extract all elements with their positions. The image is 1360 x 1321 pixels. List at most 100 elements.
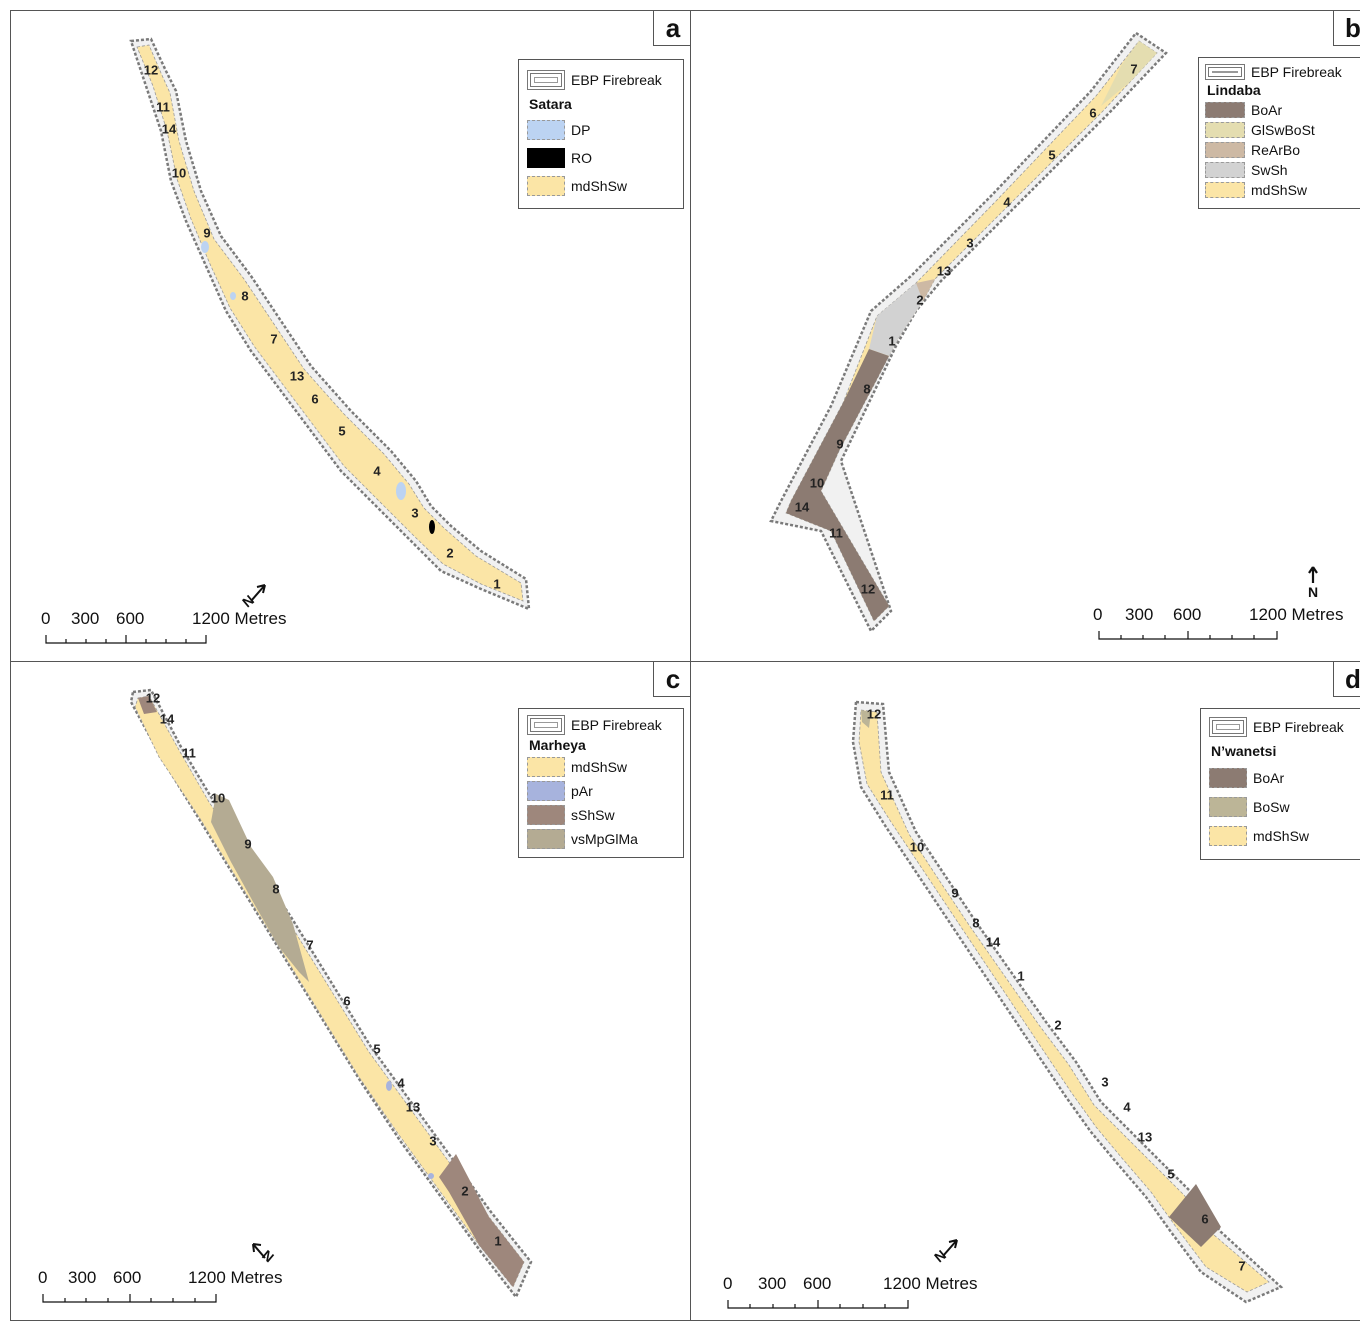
scale-tick-label: 1200 Metres xyxy=(883,1274,978,1293)
legend: EBP Firebreak Marheya mdShSw pAr sShSw vsMp… xyxy=(518,708,684,858)
boar-area xyxy=(786,349,889,621)
firebreak-swatch xyxy=(1209,717,1247,737)
segment-number: 4 xyxy=(1003,194,1011,209)
scale-tick-label: 300 xyxy=(68,1268,97,1287)
legend-firebreak-label: EBP Firebreak xyxy=(571,717,662,733)
segment-number: 9 xyxy=(203,225,210,240)
segment-number: 8 xyxy=(241,288,248,303)
panel-label: a xyxy=(653,11,690,46)
glswbost-area xyxy=(1101,41,1157,106)
legend-item-ro: RO xyxy=(527,144,675,172)
segment-number: 1 xyxy=(888,333,895,348)
segment-number: 9 xyxy=(951,885,958,900)
scale-tick-label: 0 xyxy=(723,1274,733,1293)
segment-number: 3 xyxy=(966,235,973,250)
dp-patch xyxy=(230,292,236,300)
scale-ruler xyxy=(42,1294,217,1303)
segment-number: 13 xyxy=(290,368,304,383)
segment-number: 6 xyxy=(1089,105,1096,120)
segment-number: 7 xyxy=(1238,1258,1245,1273)
legend-items: BoAr BoSw mdShSw xyxy=(1209,763,1360,850)
scale-tick-label: 300 xyxy=(758,1274,787,1293)
segment-number: 11 xyxy=(156,99,170,114)
scale-tick-label: 300 xyxy=(1125,605,1154,624)
segment-number: 3 xyxy=(429,1133,436,1148)
legend-firebreak-label: EBP Firebreak xyxy=(571,72,662,88)
segment-number: 7 xyxy=(270,331,277,346)
legend-items: DP RO mdShSw xyxy=(527,116,675,200)
segment-number: 7 xyxy=(306,937,313,952)
legend-item-label: pAr xyxy=(571,783,593,799)
segment-number: 12 xyxy=(146,690,160,705)
legend-item-dp: DP xyxy=(527,116,675,144)
segment-number: 3 xyxy=(1101,1074,1108,1089)
scale-ruler xyxy=(45,635,207,644)
firebreak-outline xyxy=(129,37,531,611)
firebreak-outline xyxy=(851,700,1284,1304)
legend-item-swsh: SwSh xyxy=(1205,160,1360,180)
north-arrow: N xyxy=(239,579,273,612)
segment-number: 5 xyxy=(373,1041,380,1056)
legend-swatch xyxy=(1209,767,1247,788)
north-arrow-icon xyxy=(250,584,266,602)
firebreak-swatch xyxy=(1205,64,1245,80)
segment-number: 8 xyxy=(972,915,979,930)
segment-number: 2 xyxy=(446,545,453,560)
legend-swatch xyxy=(527,148,565,168)
legend-item-boar: BoAr xyxy=(1209,763,1360,792)
scale-tick-label: 0 xyxy=(1093,605,1103,624)
legend-item-label: mdShSw xyxy=(1253,827,1310,844)
north-arrow-icon xyxy=(252,1243,266,1259)
legend-item-mdshsw: mdShSw xyxy=(1209,821,1360,850)
segment-number: 13 xyxy=(406,1099,420,1114)
swsh-area xyxy=(869,283,923,356)
north-arrow-icon xyxy=(942,1239,958,1257)
legend-item-rearbo: ReArBo xyxy=(1205,140,1360,160)
legend-item-label: GlSwBoSt xyxy=(1251,122,1315,138)
segment-number: 14 xyxy=(986,934,1001,949)
segment-number: 10 xyxy=(172,165,186,180)
map-panel-a: 12 11 14 10 9 8 7 13 6 5 4 3 2 1 EBP Firebreak Satara… xyxy=(10,10,691,662)
map-panel-b: 7 6 5 4 3 13 2 1 8 9 10 14 11 12 EBP Firebreak Lindab… xyxy=(690,10,1360,662)
segment-labels: 12 11 14 10 9 8 7 13 6 5 4 3 2 1 xyxy=(144,62,501,591)
segment-number: 1 xyxy=(493,576,500,591)
legend-item-mdshsw: mdShSw xyxy=(527,755,675,779)
legend-item-label: mdShSw xyxy=(571,178,628,194)
north-arrow: N xyxy=(931,1234,965,1267)
bosw-area xyxy=(861,710,871,728)
legend-site-title: Lindaba xyxy=(1207,82,1261,98)
segment-number: 9 xyxy=(836,436,843,451)
legend-item-mdshsw: mdShSw xyxy=(527,172,675,200)
legend-item-glswbost: GlSwBoSt xyxy=(1205,120,1360,140)
panel-label: b xyxy=(1333,11,1360,46)
north-arrow: N xyxy=(247,1238,277,1267)
sshsw-area xyxy=(439,1154,524,1287)
legend-items: mdShSw pAr sShSw vsMpGlMa xyxy=(527,755,675,851)
legend-item-boar: BoAr xyxy=(1205,100,1360,120)
scale-tick-label: 600 xyxy=(116,609,145,628)
legend-swatch xyxy=(1209,796,1247,817)
segment-number: 5 xyxy=(1048,147,1055,162)
segment-number: 5 xyxy=(338,423,345,438)
segment-number: 14 xyxy=(160,711,175,726)
segment-number: 1 xyxy=(1017,968,1024,983)
segment-number: 6 xyxy=(343,993,350,1008)
legend-swatch xyxy=(1205,162,1245,178)
segment-number: 8 xyxy=(272,881,279,896)
firebreak-swatch xyxy=(527,70,565,90)
segment-number: 5 xyxy=(1167,1166,1174,1181)
segment-number: 3 xyxy=(411,505,418,520)
segment-number: 13 xyxy=(1138,1129,1152,1144)
legend-swatch xyxy=(527,805,565,825)
panel-label: c xyxy=(653,662,690,697)
segment-number: 10 xyxy=(211,790,225,805)
scale-tick-label: 600 xyxy=(1173,605,1202,624)
segment-number: 12 xyxy=(867,706,881,721)
dp-patch xyxy=(201,241,209,253)
legend-item-sshsw: sShSw xyxy=(527,803,675,827)
segment-number: 4 xyxy=(1123,1099,1131,1114)
